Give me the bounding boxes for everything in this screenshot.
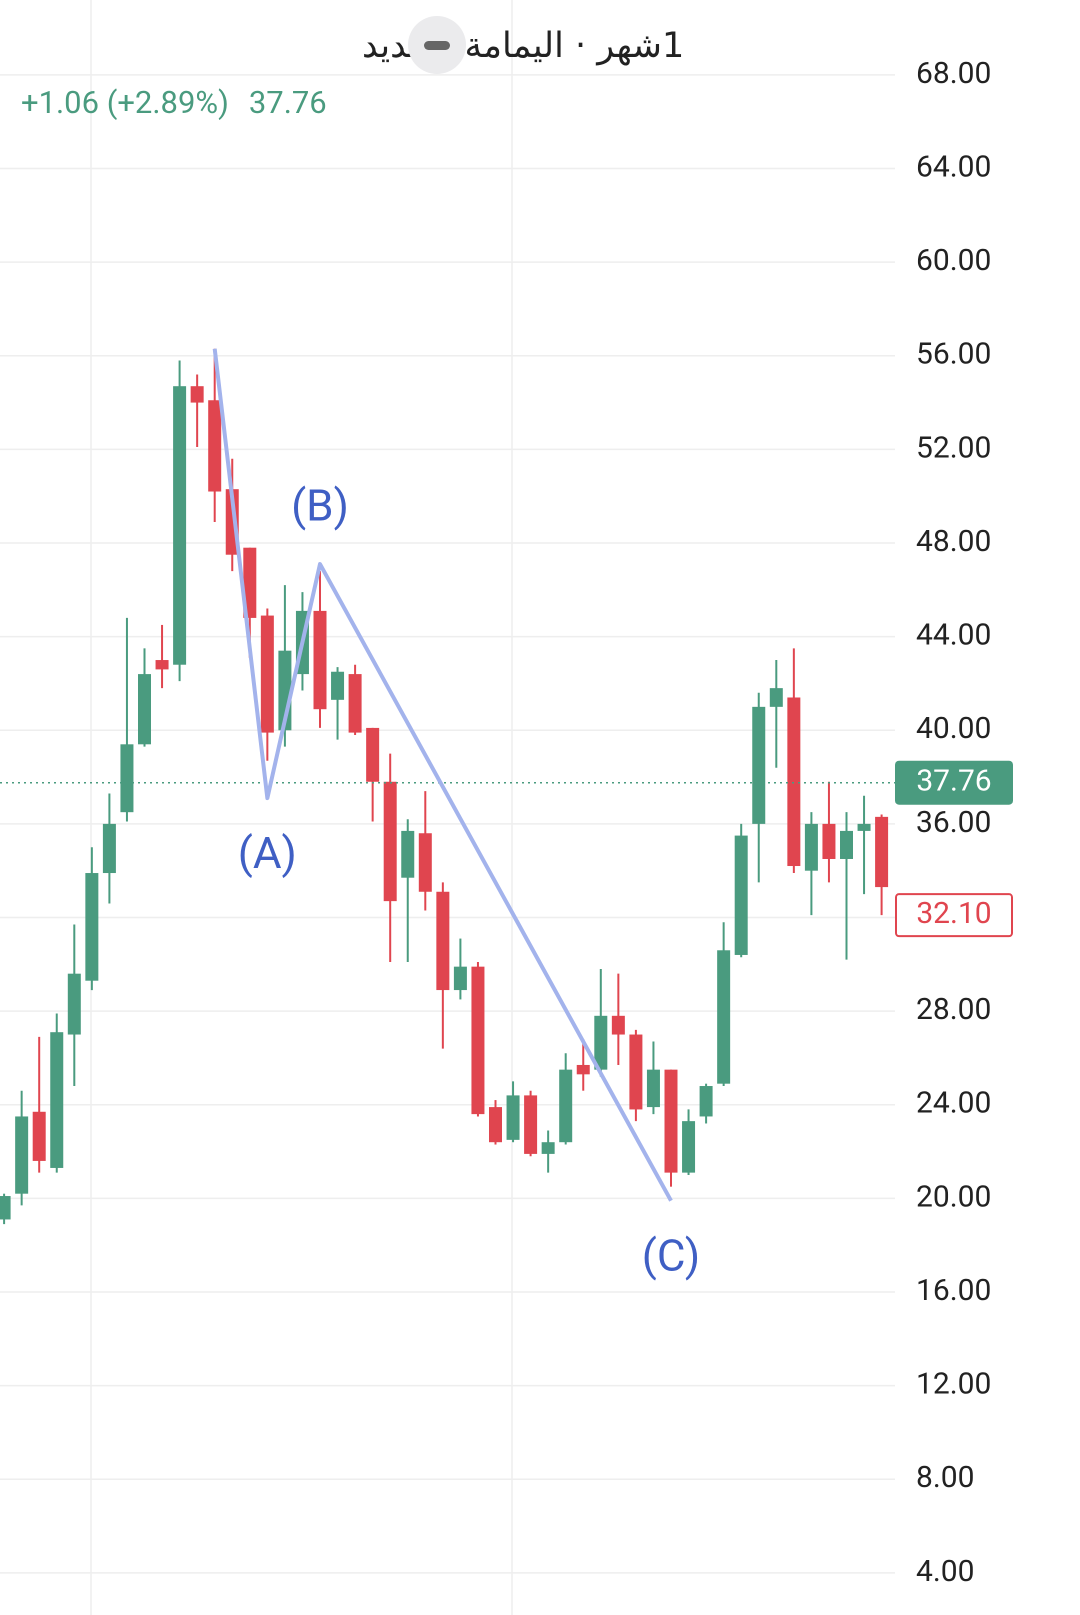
candle-body [717, 950, 731, 1084]
candle-body [418, 833, 432, 892]
y-tick-label: 8.00 [916, 1460, 975, 1495]
candle-body [50, 1032, 64, 1168]
y-tick-label: 44.00 [916, 618, 991, 653]
last-price: 37.76 [249, 84, 327, 121]
price-change: +1.06 (+2.89%) [21, 84, 229, 121]
candle-body [682, 1121, 696, 1173]
grid: 4.008.0012.0016.0020.0024.0028.0032.0036… [0, 56, 991, 1589]
candle-body [594, 1015, 608, 1070]
candle-body [559, 1069, 573, 1143]
candle-body [787, 697, 801, 867]
candle-body [822, 823, 836, 859]
y-tick-label: 4.00 [916, 1554, 975, 1589]
candle-body [611, 1015, 625, 1035]
candle-body [15, 1116, 29, 1194]
y-tick-label: 28.00 [916, 992, 991, 1027]
candle-body [120, 744, 134, 813]
wave-label: (B) [291, 480, 349, 532]
candle-body [0, 1196, 11, 1220]
y-tick-label: 16.00 [916, 1273, 991, 1308]
candle-body [576, 1064, 590, 1075]
y-tick-label: 52.00 [916, 430, 991, 465]
price-label: 37.76 [916, 764, 991, 799]
candle-body [453, 966, 467, 991]
candle-body [401, 830, 415, 878]
candle-body [629, 1034, 643, 1110]
candle-body [524, 1095, 538, 1154]
price-label-box [895, 893, 1013, 938]
y-tick-label: 20.00 [916, 1179, 991, 1214]
y-tick-label: 48.00 [916, 524, 991, 559]
price-label: 32.10 [916, 896, 991, 931]
price-label-box [895, 760, 1013, 805]
candle-body [506, 1095, 520, 1140]
candle-body [190, 386, 204, 403]
candle-body [734, 835, 748, 955]
overlays: 37.76 32.10 (A) (B) (C) [0, 348, 1013, 1281]
candle-body [840, 830, 853, 859]
y-tick-label: 12.00 [916, 1367, 991, 1402]
candle-body [173, 386, 187, 665]
candle-body [541, 1142, 555, 1154]
candle-body [155, 660, 169, 670]
y-tick-label: 36.00 [916, 805, 991, 840]
candle-body [699, 1086, 713, 1117]
candle-body [664, 1069, 678, 1173]
candle-body [436, 891, 450, 991]
candle-body [875, 816, 889, 888]
candle-body [243, 547, 257, 618]
candle-body [102, 823, 116, 874]
candle-body [67, 973, 81, 1035]
y-tick-label: 68.00 [916, 56, 991, 91]
y-tick-label: 60.00 [916, 243, 991, 278]
candle-body [138, 674, 151, 745]
candle-body [366, 727, 380, 782]
collapse-button[interactable] [408, 16, 466, 74]
candle-body [331, 671, 345, 700]
candle-body [804, 823, 818, 871]
candle-body [646, 1069, 660, 1108]
wave-label: (A) [238, 827, 297, 879]
candle-body [489, 1107, 502, 1143]
candle-body [769, 688, 783, 707]
wave-label: (C) [642, 1229, 700, 1281]
candle-body [260, 615, 274, 733]
y-tick-label: 64.00 [916, 149, 991, 184]
candles [0, 348, 889, 1225]
candle-body [85, 873, 99, 981]
candle-body [857, 823, 871, 831]
y-tick-label: 56.00 [916, 337, 991, 372]
candle-body [752, 706, 766, 824]
candle-body [471, 966, 485, 1115]
candle-body [383, 781, 397, 902]
candle-body [313, 610, 327, 710]
wave-line [212, 348, 673, 1202]
candle-body [32, 1111, 46, 1161]
y-tick-label: 40.00 [916, 711, 991, 746]
minus-icon [424, 41, 450, 50]
candle-body [208, 400, 222, 492]
y-tick-label: 24.00 [916, 1086, 991, 1121]
candle-body [348, 674, 362, 733]
